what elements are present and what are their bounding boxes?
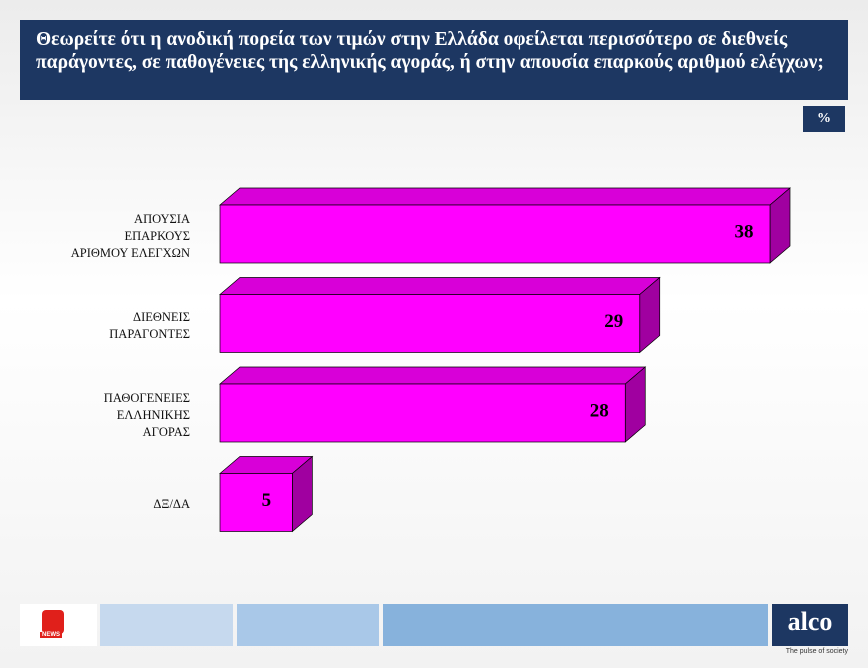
bar-front [219, 294, 641, 353]
bar-front [219, 204, 771, 264]
footer-band [383, 604, 768, 646]
value-label: 5 [262, 490, 272, 511]
bar [219, 276, 661, 354]
bar-top [219, 366, 647, 385]
value-label: 38 [735, 221, 754, 242]
bar-front [219, 473, 293, 532]
category-label: ΔΙΕΘΝΕΙΣ ΠΑΡΑΓΟΝΤΕΣ [109, 309, 190, 341]
logo-text: NEWS [40, 632, 62, 638]
category-label: ΑΠΟΥΣΙΑ ΕΠΑΡΚΟΥΣ ΑΡΙΘΜΟΥ ΕΛΕΓΧΩΝ [70, 211, 190, 260]
bar-front [219, 383, 626, 443]
footer-band [100, 604, 233, 646]
category-label: ΠΑΘΟΓΕΝΕΙΕΣ ΕΛΛΗΝΙΚΗΣ ΑΓΟΡΑΣ [103, 390, 190, 439]
footer-band [237, 604, 379, 646]
unit-badge: % [803, 106, 845, 132]
bar-top [219, 187, 791, 206]
bar-top [219, 277, 661, 295]
value-label: 29 [604, 311, 623, 332]
value-label: 28 [590, 400, 609, 421]
title: Θεωρείτε ότι η ανοδική πορεία των τιμών … [20, 20, 848, 100]
logo-box: NEWS [20, 604, 97, 646]
brand: alco [787, 607, 833, 636]
bar [219, 366, 647, 443]
bar [219, 455, 314, 533]
logo-icon [42, 610, 64, 634]
tagline: The pulse of society [785, 648, 848, 655]
brand-box: alco [772, 604, 848, 646]
category-label: ΔΞ/ΔΑ [153, 497, 190, 511]
bar [219, 187, 791, 264]
